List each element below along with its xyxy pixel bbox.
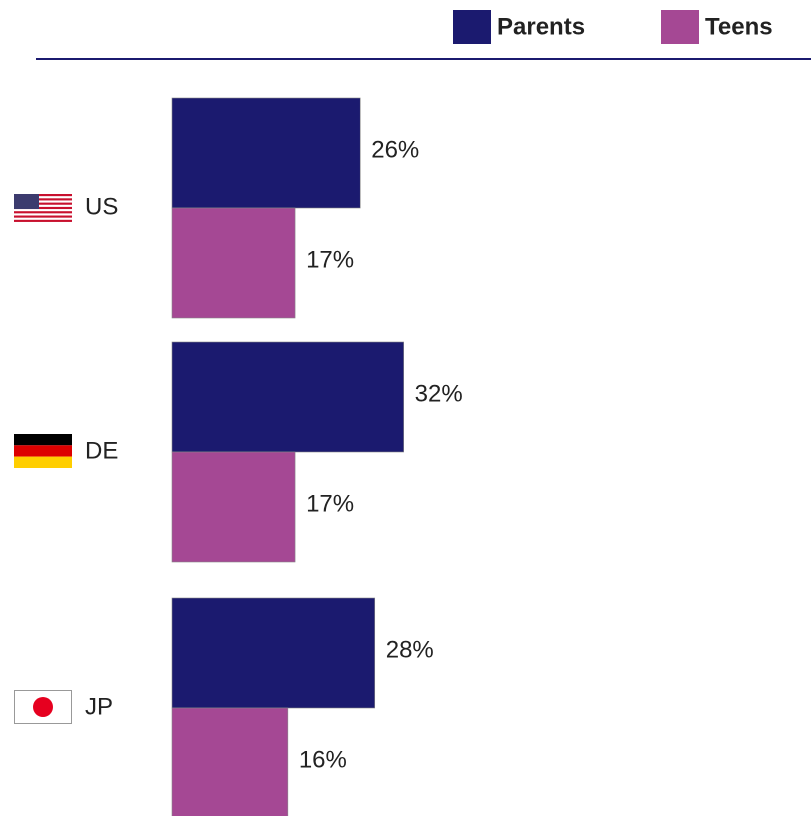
bar	[171, 451, 296, 563]
legend-label: Teens	[705, 13, 773, 40]
value-label: 17%	[306, 246, 354, 273]
category-label: DE	[85, 437, 118, 464]
legend: Parents Teens	[453, 10, 773, 44]
value-label: 17%	[306, 490, 354, 517]
category-label: JP	[85, 693, 113, 720]
bar	[171, 597, 376, 709]
legend-swatch	[661, 10, 699, 44]
category-label: US	[85, 193, 118, 220]
legend-label: Parents	[497, 13, 585, 40]
bar	[171, 341, 404, 453]
flag-de	[14, 434, 72, 468]
bar	[171, 707, 289, 816]
value-label: 32%	[415, 380, 463, 407]
value-label: 16%	[299, 746, 347, 773]
value-label: 26%	[371, 136, 419, 163]
bar	[171, 207, 296, 319]
legend-swatch	[453, 10, 491, 44]
bar	[171, 97, 361, 209]
flag-jp	[14, 690, 72, 724]
flag-us	[14, 194, 72, 222]
value-label: 28%	[386, 636, 434, 663]
